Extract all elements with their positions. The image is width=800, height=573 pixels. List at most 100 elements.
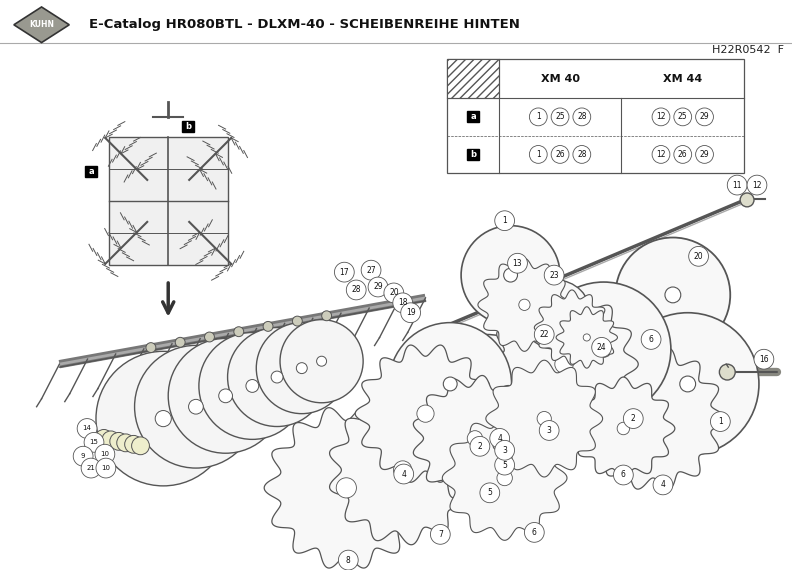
Circle shape	[652, 108, 670, 126]
Circle shape	[614, 465, 634, 485]
Bar	[182, 121, 194, 132]
Circle shape	[132, 437, 150, 455]
Polygon shape	[264, 407, 429, 568]
Circle shape	[592, 337, 611, 357]
Circle shape	[644, 410, 662, 427]
Circle shape	[146, 343, 156, 352]
Text: 21: 21	[86, 465, 95, 471]
Text: 27: 27	[366, 266, 376, 274]
Circle shape	[710, 411, 730, 431]
Text: 5: 5	[502, 461, 507, 470]
Text: 26: 26	[678, 150, 687, 159]
Circle shape	[494, 211, 514, 230]
Text: 16: 16	[759, 355, 769, 364]
Circle shape	[74, 446, 93, 466]
Text: XM 44: XM 44	[663, 74, 702, 84]
Polygon shape	[572, 377, 675, 480]
Text: 5: 5	[487, 488, 492, 497]
Text: 12: 12	[656, 112, 666, 121]
Polygon shape	[442, 415, 567, 540]
Circle shape	[536, 282, 671, 417]
Circle shape	[77, 419, 97, 438]
Circle shape	[81, 458, 101, 478]
Text: 25: 25	[678, 112, 687, 121]
Text: 6: 6	[532, 528, 537, 537]
Circle shape	[117, 434, 134, 452]
Circle shape	[680, 376, 696, 392]
Circle shape	[417, 405, 434, 422]
Text: 20: 20	[389, 288, 398, 297]
Circle shape	[537, 411, 551, 426]
Text: a: a	[470, 112, 476, 121]
Circle shape	[727, 175, 747, 195]
Text: 18: 18	[398, 299, 407, 307]
Text: 14: 14	[82, 426, 91, 431]
Circle shape	[84, 433, 104, 452]
Text: 1: 1	[536, 112, 541, 121]
Circle shape	[189, 399, 203, 414]
Circle shape	[96, 458, 116, 478]
Circle shape	[689, 246, 709, 266]
Circle shape	[394, 461, 412, 479]
Circle shape	[234, 327, 244, 337]
Circle shape	[280, 320, 363, 403]
Circle shape	[522, 280, 590, 350]
Text: 22: 22	[539, 330, 549, 339]
Circle shape	[653, 475, 673, 495]
Polygon shape	[330, 395, 478, 545]
Bar	[85, 166, 98, 176]
Circle shape	[346, 280, 366, 300]
Text: 4: 4	[402, 469, 406, 478]
Circle shape	[361, 260, 381, 280]
Text: 24: 24	[597, 343, 606, 352]
Circle shape	[544, 265, 564, 285]
Circle shape	[389, 323, 511, 445]
Circle shape	[583, 334, 590, 341]
Circle shape	[530, 146, 547, 163]
Bar	[447, 60, 498, 98]
Circle shape	[322, 311, 331, 321]
Text: 28: 28	[351, 285, 361, 295]
Circle shape	[674, 108, 692, 126]
Circle shape	[430, 335, 544, 449]
Text: 29: 29	[373, 282, 383, 292]
Polygon shape	[414, 375, 538, 501]
Circle shape	[555, 355, 574, 374]
Polygon shape	[581, 348, 726, 489]
Text: 6: 6	[649, 335, 654, 344]
Circle shape	[334, 262, 354, 282]
Circle shape	[480, 483, 500, 503]
Circle shape	[551, 146, 569, 163]
Circle shape	[95, 430, 113, 448]
Polygon shape	[556, 307, 618, 368]
Circle shape	[175, 337, 185, 347]
Circle shape	[596, 342, 611, 357]
Text: 29: 29	[700, 150, 710, 159]
Circle shape	[401, 303, 421, 323]
Circle shape	[696, 146, 714, 163]
Circle shape	[494, 455, 514, 475]
Text: b: b	[185, 122, 191, 131]
Text: 10: 10	[102, 465, 110, 471]
Circle shape	[551, 108, 569, 126]
Polygon shape	[534, 290, 610, 365]
Circle shape	[384, 283, 404, 303]
Text: 12: 12	[656, 150, 666, 159]
Circle shape	[617, 313, 759, 455]
Circle shape	[155, 410, 171, 427]
Circle shape	[218, 389, 233, 403]
Text: 15: 15	[90, 439, 98, 445]
Text: 6: 6	[621, 470, 626, 480]
Circle shape	[317, 356, 326, 366]
Circle shape	[497, 470, 512, 486]
Circle shape	[110, 433, 128, 450]
Circle shape	[719, 364, 735, 380]
Text: 13: 13	[513, 259, 522, 268]
Bar	[466, 149, 479, 160]
Circle shape	[754, 350, 774, 369]
Text: XM 40: XM 40	[541, 74, 579, 84]
Circle shape	[623, 409, 643, 429]
Bar	[447, 60, 744, 173]
Circle shape	[696, 108, 714, 126]
Polygon shape	[486, 360, 602, 477]
